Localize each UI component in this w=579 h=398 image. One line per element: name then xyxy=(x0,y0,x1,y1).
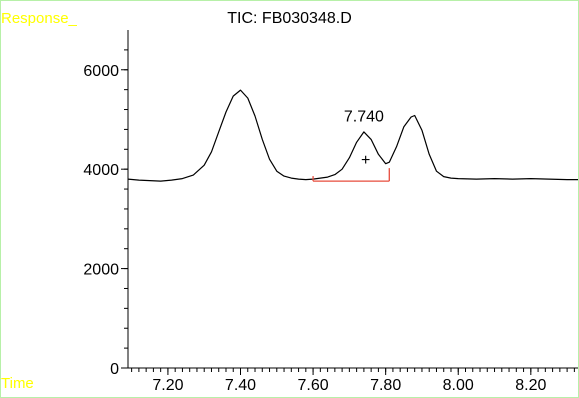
series-group xyxy=(127,89,578,182)
y-tick-label: 2000 xyxy=(83,262,119,279)
y-axis-label: Response_ xyxy=(1,10,77,27)
peak-apex-marker: + xyxy=(361,152,370,169)
peak-retention-label: 7.740 xyxy=(344,108,384,125)
x-tick-label: 7.60 xyxy=(298,377,329,394)
chart-title: TIC: FB030348.D xyxy=(227,10,352,27)
ticks: 7.20 7.40 7.60 7.80 8.00 8.20 0 2000 4000 6000 xyxy=(83,49,575,394)
tic-trace xyxy=(127,89,578,182)
annotations: 7.740 + xyxy=(312,108,390,182)
y-tick-label: 6000 xyxy=(83,63,119,80)
x-tick-label: 7.20 xyxy=(152,377,183,394)
x-tick-label: 7.40 xyxy=(225,377,256,394)
y-tick-label: 0 xyxy=(110,361,119,378)
y-tick-label: 4000 xyxy=(83,162,119,179)
x-tick-label: 8.00 xyxy=(443,377,474,394)
x-tick-label: 7.80 xyxy=(370,377,401,394)
x-axis-label: Time xyxy=(1,375,34,392)
axes xyxy=(127,30,578,369)
x-tick-label: 8.20 xyxy=(515,377,546,394)
